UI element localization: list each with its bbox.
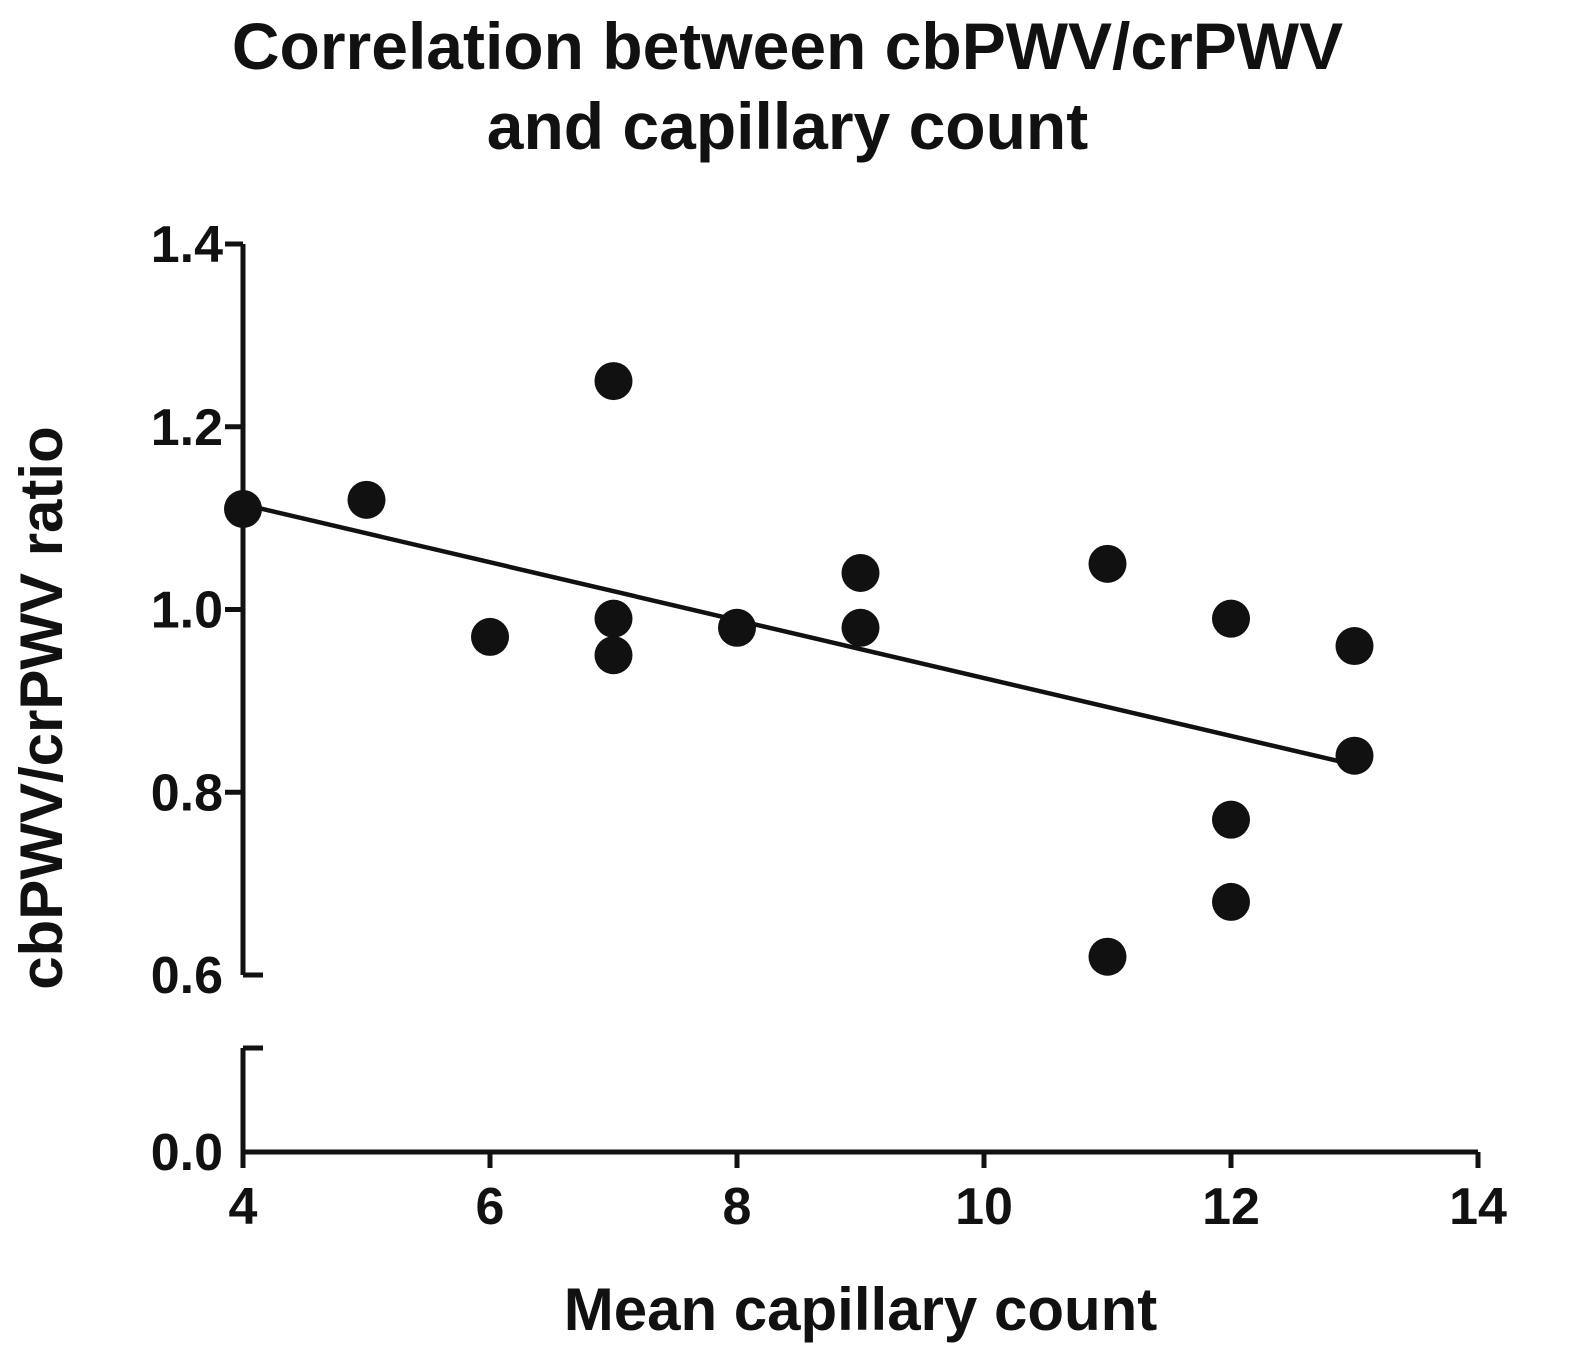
data-point	[594, 636, 633, 675]
x-axis-title: Mean capillary count	[564, 1276, 1158, 1343]
regression-line-group	[242, 502, 1356, 768]
data-point	[1212, 882, 1250, 921]
x-tick-label: 6	[476, 1178, 505, 1236]
data-point	[718, 608, 756, 647]
y-tick-label: 0.8	[151, 764, 223, 822]
axes	[225, 241, 1481, 1168]
regression-line	[242, 502, 1356, 768]
data-point	[594, 599, 633, 638]
x-tick-label: 8	[723, 1178, 752, 1236]
y-tick-label: 0.6	[151, 947, 223, 1005]
x-tick-label: 10	[955, 1178, 1013, 1236]
data-point	[1335, 736, 1374, 775]
data-point	[347, 480, 386, 519]
chart-title-line-2: and capillary count	[486, 89, 1089, 163]
data-point	[841, 553, 880, 592]
data-point	[1212, 800, 1250, 839]
y-tick-label: 1.4	[151, 216, 223, 274]
data-point	[1335, 627, 1374, 666]
y-tick-label: 1.0	[151, 582, 223, 640]
data-point	[1088, 937, 1127, 976]
data-point	[841, 608, 880, 647]
data-point	[471, 617, 509, 656]
tick-labels: 0.0 0.6 0.8 1.0 1.2 1.4 4 6 8 10 12 14	[151, 216, 1507, 1236]
data-point	[594, 362, 633, 401]
y-tick-label: 1.2	[151, 399, 223, 457]
data-point	[1088, 544, 1127, 583]
x-tick-label: 14	[1449, 1178, 1507, 1236]
chart-title-line-1: Correlation between cbPWV/crPWV	[231, 9, 1344, 83]
chart-title: Correlation between cbPWV/crPWV and capi…	[0, 6, 1575, 166]
y-tick-label: 0.0	[151, 1124, 223, 1182]
data-points	[224, 362, 1374, 976]
x-tick-label: 12	[1202, 1178, 1260, 1236]
x-tick-label: 4	[229, 1178, 258, 1236]
y-axis-title: cbPWV/crPWV ratio	[8, 426, 75, 989]
data-point	[224, 489, 262, 528]
data-point	[1212, 599, 1250, 638]
